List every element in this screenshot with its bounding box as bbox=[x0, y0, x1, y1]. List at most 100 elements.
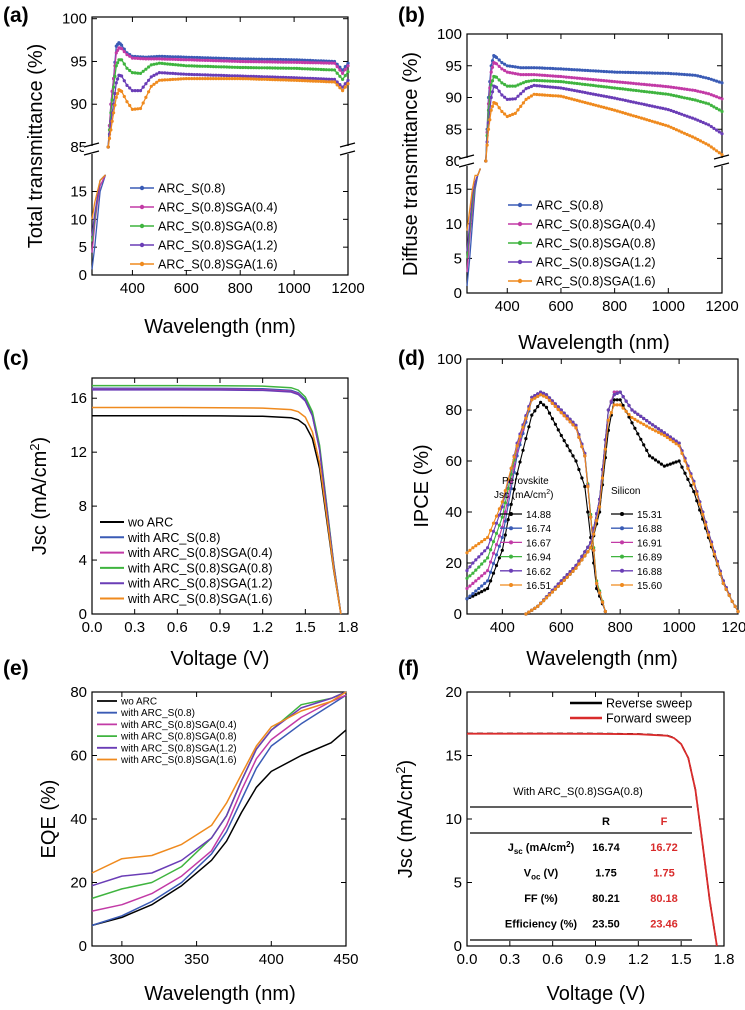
b-arc-s-0-8-sga-0-8-point bbox=[562, 80, 566, 84]
d-with-arc-s-0-8-sga-1-6-point bbox=[598, 591, 602, 595]
panel-a-axis-break bbox=[83, 142, 356, 156]
a-arc-s-0-8-sga-0-8-point bbox=[281, 66, 285, 70]
a-arc-s-0-8-point bbox=[165, 55, 170, 59]
c-legend-label: with ARC_S(0.8) bbox=[127, 531, 220, 545]
a-arc-s-0-8-sga-1-2-point bbox=[338, 83, 342, 87]
d-jsc-silicon: 15.60 bbox=[637, 581, 662, 592]
a-xtick-label: 400 bbox=[120, 280, 145, 297]
b-arc-s-0-8-sga-1-6-point bbox=[516, 108, 520, 112]
d-silicon-with-arc-s-0-8-sga-1-6-point bbox=[618, 403, 622, 407]
d-with-arc-s-0-8-sga-1-6-point bbox=[497, 507, 501, 511]
a-arc-s-0-8-sga-0-8-point bbox=[130, 71, 134, 75]
a-arc-s-0-8-sga-1-6-point bbox=[346, 82, 350, 86]
b-arc-s-0-8-sga-0-4-point bbox=[704, 91, 708, 95]
b-series-arc-s-0-8-sga-1-6 bbox=[485, 93, 723, 162]
d-with-arc-s-0-8-sga-1-6-point bbox=[574, 426, 578, 430]
a-arc-s-0-8-sga-1-6-point bbox=[120, 89, 124, 93]
b-arc-s-0-8-sga-1-2-point bbox=[508, 97, 512, 101]
a-arc-s-0-8-sga-0-4-point bbox=[138, 57, 143, 61]
a-arc-s-0-8-point bbox=[187, 55, 191, 59]
e-ytick-label: 20 bbox=[70, 875, 87, 892]
a-arc-s-0-8-sga-0-4-point bbox=[184, 58, 188, 62]
a-arc-s-0-8-sga-0-4-point bbox=[284, 60, 288, 64]
d-with-arc-s-0-8-sga-1-2-point bbox=[574, 423, 578, 427]
f-table-caption: With ARC_S(0.8)SGA(0.8) bbox=[513, 786, 643, 798]
d-with-arc-s-0-8-sga-1-2-point bbox=[500, 505, 504, 509]
a-arc-s-0-8-point bbox=[260, 57, 264, 61]
a-arc-s-0-8-sga-1-6-point bbox=[141, 101, 145, 105]
a-legend-label: ARC_S(0.8)SGA(1.2) bbox=[158, 239, 277, 253]
panel-b-legend: ARC_S(0.8) ARC_S(0.8)SGA(0.4) ARC_S(0.8)SG… bbox=[508, 199, 655, 289]
panel-f-frame bbox=[466, 691, 725, 947]
a-arc-s-0-8-sga-1-6-point bbox=[200, 77, 205, 81]
a-arc-s-0-8-point bbox=[206, 56, 210, 60]
d-with-arc-s-0-8-point bbox=[465, 597, 469, 601]
a-arc-s-0-8-sga-0-8-point bbox=[346, 70, 350, 74]
a-arc-s-0-8-sga-1-6-point bbox=[289, 78, 293, 82]
a-arc-s-0-8-sga-0-8-point bbox=[203, 64, 207, 68]
a-arc-s-0-8-sga-0-8-point bbox=[297, 66, 302, 71]
b-arc-s-0-8-sga-0-8-point bbox=[647, 90, 652, 94]
b-arc-s-0-8-sga-1-6-point bbox=[543, 93, 547, 97]
b-arc-s-0-8-sga-1-6-point bbox=[583, 100, 587, 105]
d-with-arc-s-0-8-sga-0-4-point bbox=[486, 569, 490, 573]
a-arc-s-0-8-sga-1-2-point bbox=[187, 72, 191, 76]
b-arc-s-0-8-point bbox=[704, 76, 708, 80]
d-jsc-perovskite: 16.67 bbox=[526, 538, 551, 549]
d-with-arc-s-0-8-sga-1-2-point bbox=[536, 392, 540, 396]
a-arc-s-0-8-sga-0-8-point bbox=[217, 65, 221, 69]
b-legend-label: ARC_S(0.8) bbox=[536, 199, 603, 213]
d-silicon-with-arc-s-0-8-sga-1-2-point bbox=[562, 576, 566, 580]
b-arc-s-0-8-sga-0-4-point bbox=[545, 74, 550, 78]
c-legend-label: with ARC_S(0.8)SGA(1.6) bbox=[127, 592, 273, 606]
b-arc-s-0-8-sga-0-4-point bbox=[599, 78, 603, 82]
d-with-arc-s-0-8-sga-1-2-point bbox=[483, 549, 487, 553]
a-arc-s-0-8-sga-0-4-point bbox=[244, 60, 248, 64]
a-arc-s-0-8-sga-0-8-point bbox=[163, 62, 167, 66]
b-arc-s-0-8-point bbox=[615, 70, 619, 74]
d-with-arc-s-0-8-sga-1-6-point bbox=[550, 401, 555, 405]
a-arc-s-0-8-sga-1-6-point bbox=[225, 77, 229, 81]
b-arc-s-0-8-sga-0-4-point bbox=[707, 92, 711, 96]
b-arc-s-0-8-sga-0-4-point bbox=[626, 81, 630, 85]
b-ytick-label: 95 bbox=[445, 58, 462, 75]
d-with-arc-s-0-8-sga-1-6-point bbox=[503, 489, 507, 493]
b-arc-s-0-8-sga-1-6-point bbox=[650, 119, 654, 123]
b-arc-s-0-8-point bbox=[564, 67, 568, 71]
e-legend-label: with ARC_S(0.8) bbox=[120, 708, 195, 719]
d-silicon-with-arc-s-0-8-sga-1-6-point bbox=[559, 581, 563, 586]
a-ytick-label: 0 bbox=[79, 267, 87, 284]
c-xtick-label: 1.5 bbox=[295, 619, 316, 636]
a-arc-s-0-8-sga-1-2-point bbox=[171, 71, 175, 75]
b-arc-s-0-8-sga-1-6-point bbox=[588, 102, 593, 106]
a-arc-s-0-8-sga-0-8-point bbox=[268, 66, 272, 70]
a-arc-s-0-8-sga-1-2-point bbox=[265, 75, 269, 79]
b-arc-s-0-8-sga-0-4-point bbox=[621, 80, 625, 84]
a-arc-s-0-8-sga-0-4-point bbox=[114, 51, 118, 55]
b-arc-s-0-8-sga-0-8-point bbox=[521, 81, 526, 85]
b-arc-s-0-8-sga-1-6-point bbox=[485, 143, 489, 147]
d-with-arc-s-0-8-sga-0-4-point bbox=[494, 543, 499, 547]
b-xtick-label: 1200 bbox=[705, 298, 738, 315]
a-arc-s-0-8-sga-0-4-point bbox=[116, 48, 120, 53]
panel-e-xlabel: Wavelength (nm) bbox=[144, 983, 296, 1005]
b-arc-s-0-8-point bbox=[618, 70, 622, 74]
a-arc-s-0-8-sga-1-2-point bbox=[209, 73, 213, 77]
b-arc-s-0-8-sga-1-6-point bbox=[519, 104, 523, 108]
b-arc-s-0-8-sga-1-6-point bbox=[551, 94, 555, 98]
d-silicon-with-arc-s-0-8-sga-1-2-point bbox=[618, 390, 622, 394]
b-arc-s-0-8-sga-0-4-point bbox=[661, 84, 665, 88]
b-arc-s-0-8-sga-0-8-point bbox=[707, 102, 711, 106]
b-arc-s-0-8-point bbox=[559, 67, 563, 71]
b-ytick-label: 15 bbox=[445, 181, 462, 198]
b-arc-s-0-8-sga-1-6-point bbox=[505, 114, 509, 119]
a-arc-s-0-8-point bbox=[346, 61, 350, 65]
d-silicon-with-arc-s-0-8-sga-1-6-point bbox=[565, 575, 569, 579]
a-arc-s-0-8-sga-0-8-point bbox=[249, 66, 253, 70]
panel-b-label: (b) bbox=[398, 4, 425, 27]
b-arc-s-0-8-sga-0-4-point bbox=[513, 72, 517, 76]
d-silicon-with-arc-s-0-8-sga-1-6-point bbox=[589, 546, 593, 550]
d-legend-marker-silicon bbox=[620, 568, 624, 573]
a-arc-s-0-8-sga-1-2-point bbox=[200, 73, 205, 77]
a-arc-s-0-8-sga-0-4-point bbox=[268, 60, 272, 64]
